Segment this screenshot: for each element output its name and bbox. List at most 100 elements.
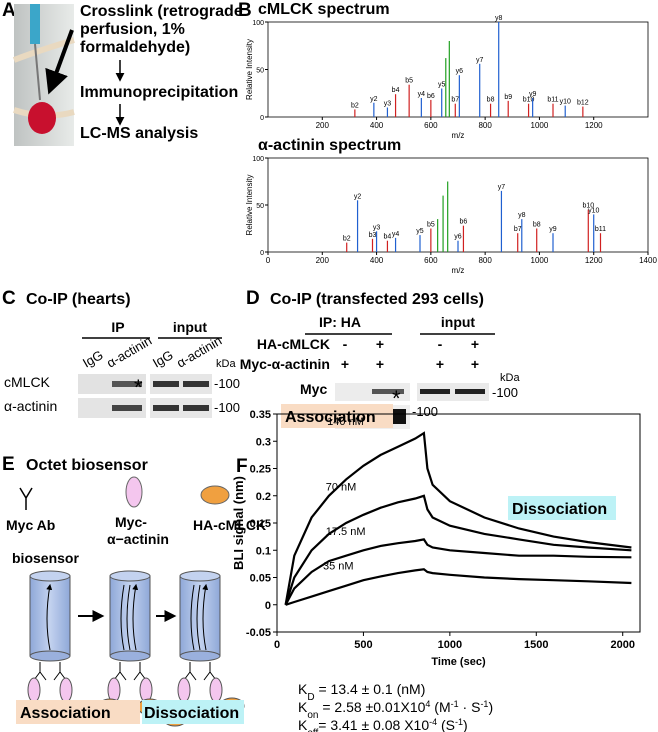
peak-label: b7 bbox=[451, 97, 459, 104]
curve bbox=[284, 431, 632, 605]
x-tick-label: 200 bbox=[316, 256, 330, 265]
y-tick-label: 50 bbox=[256, 203, 264, 210]
x-axis-label: m/z bbox=[452, 131, 465, 140]
marker: -100 bbox=[492, 385, 518, 400]
marker: -100 bbox=[214, 400, 240, 415]
y-tick-label: 0.35 bbox=[250, 409, 271, 421]
peak-label: y9 bbox=[529, 91, 537, 98]
star: * bbox=[392, 386, 401, 411]
peak-label: y4 bbox=[392, 231, 400, 238]
actinin-icon bbox=[125, 476, 143, 508]
y-tick-label: -0.05 bbox=[246, 627, 271, 639]
x-tick-label: 1000 bbox=[531, 121, 549, 130]
equation-part: -1 bbox=[480, 699, 488, 709]
peak-label: b8 bbox=[487, 97, 495, 104]
condition: Myc-α-actinin bbox=[240, 356, 330, 372]
cmlck-icon bbox=[200, 485, 230, 505]
equation: Kon = 2.58 ±0.01X104 (M-1 · S-1) bbox=[298, 699, 493, 721]
unit: kDa bbox=[216, 358, 236, 370]
curve-label: 17.5 nM bbox=[326, 526, 366, 538]
peak-label: b3 bbox=[369, 232, 377, 239]
y-tick-label: 100 bbox=[252, 20, 264, 27]
sign: + bbox=[436, 356, 444, 372]
equation: KD = 13.4 ± 0.1 (nM) bbox=[298, 681, 425, 703]
photo bbox=[12, 4, 75, 146]
peak-label: y4 bbox=[418, 91, 426, 98]
phase-label: Dissociation bbox=[512, 501, 607, 518]
panel-letter: D bbox=[246, 288, 260, 309]
peak-label: b6 bbox=[427, 93, 435, 100]
unit: kDa bbox=[500, 372, 520, 384]
equation-part: K bbox=[298, 699, 308, 715]
y-tick-label: 0.15 bbox=[250, 518, 271, 530]
peak-label: b10 bbox=[523, 97, 535, 104]
panel-letter: C bbox=[2, 288, 16, 309]
peak-label: b7 bbox=[514, 226, 522, 233]
x-tick-label: 1200 bbox=[585, 256, 603, 265]
y-axis-label: Relative Intensity bbox=[245, 39, 254, 100]
panel-title: Co-IP (transfected 293 cells) bbox=[270, 291, 484, 308]
peak-label: y7 bbox=[476, 57, 484, 64]
panel-title: Octet biosensor bbox=[26, 457, 148, 474]
y-tick-label: 50 bbox=[256, 68, 264, 75]
spectrum-title: cMLCK spectrum bbox=[258, 1, 390, 18]
x-tick-label: 1500 bbox=[524, 639, 548, 651]
peak-label: b2 bbox=[351, 102, 359, 109]
peak-label: y2 bbox=[354, 193, 362, 200]
y-tick-label: 0.2 bbox=[256, 491, 271, 503]
item: α−actinin bbox=[107, 531, 169, 547]
x-tick-label: 400 bbox=[370, 121, 384, 130]
step: Dissociation bbox=[144, 705, 239, 722]
group: IP: HA bbox=[319, 314, 361, 330]
panel-title: Co-IP (hearts) bbox=[26, 291, 131, 308]
step: perfusion, 1% bbox=[80, 21, 185, 38]
sign: + bbox=[376, 356, 384, 372]
equation-part: ) bbox=[488, 699, 493, 715]
y-axis-label: BLI signal (nm) bbox=[231, 476, 246, 570]
x-axis-label: Time (sec) bbox=[431, 656, 486, 668]
y-tick-label: 0 bbox=[265, 600, 271, 612]
step: formaldehyde) bbox=[80, 39, 190, 56]
curve-label: 140 nM bbox=[327, 416, 364, 428]
label-bg bbox=[142, 700, 244, 724]
blot bbox=[78, 374, 212, 418]
phase-bg bbox=[281, 404, 393, 428]
group: input bbox=[173, 319, 208, 335]
panel-letter: E bbox=[2, 454, 15, 475]
antibody-icon bbox=[19, 487, 33, 510]
y-tick-label: 100 bbox=[252, 156, 264, 163]
x-axis-label: m/z bbox=[452, 266, 465, 275]
peak-label: y5 bbox=[438, 82, 446, 89]
phase-bg bbox=[508, 496, 616, 520]
y-tick-label: 0.05 bbox=[250, 573, 271, 585]
equation-part: = 13.4 ± 0.1 (nM) bbox=[315, 681, 426, 697]
sign: - bbox=[343, 336, 348, 352]
peak-label: y10 bbox=[560, 99, 571, 106]
y-tick-label: 0.3 bbox=[256, 436, 271, 448]
peak-label: y3 bbox=[384, 101, 392, 108]
item: HA-cMLCK bbox=[193, 517, 266, 533]
equation-part: on bbox=[307, 710, 318, 721]
panel-letter: B bbox=[238, 0, 252, 21]
y-axis-label: Relative Intensity bbox=[245, 175, 254, 236]
sign: - bbox=[438, 336, 443, 352]
lane: IgG bbox=[80, 347, 106, 370]
y-tick-label: 0 bbox=[260, 250, 264, 257]
x-tick-label: 1000 bbox=[531, 256, 549, 265]
equation-part: = 3.41 ± 0.08 X10 bbox=[318, 717, 429, 732]
peak-label: b2 bbox=[343, 236, 351, 243]
item: biosensor bbox=[12, 550, 79, 566]
peak-label: b9 bbox=[504, 94, 512, 101]
condition: HA-cMLCK bbox=[257, 336, 330, 352]
equation-part: D bbox=[307, 692, 314, 703]
x-tick-label: 1400 bbox=[639, 256, 657, 265]
item: Myc Ab bbox=[6, 517, 55, 533]
curve bbox=[284, 538, 632, 606]
peak-label: y8 bbox=[518, 212, 526, 219]
peak-label: b10 bbox=[582, 203, 594, 210]
curve-label: 35 nM bbox=[323, 560, 354, 572]
panel-letter: A bbox=[2, 0, 16, 21]
peak-label: b12 bbox=[577, 100, 589, 107]
peak-label: y9 bbox=[549, 226, 557, 233]
